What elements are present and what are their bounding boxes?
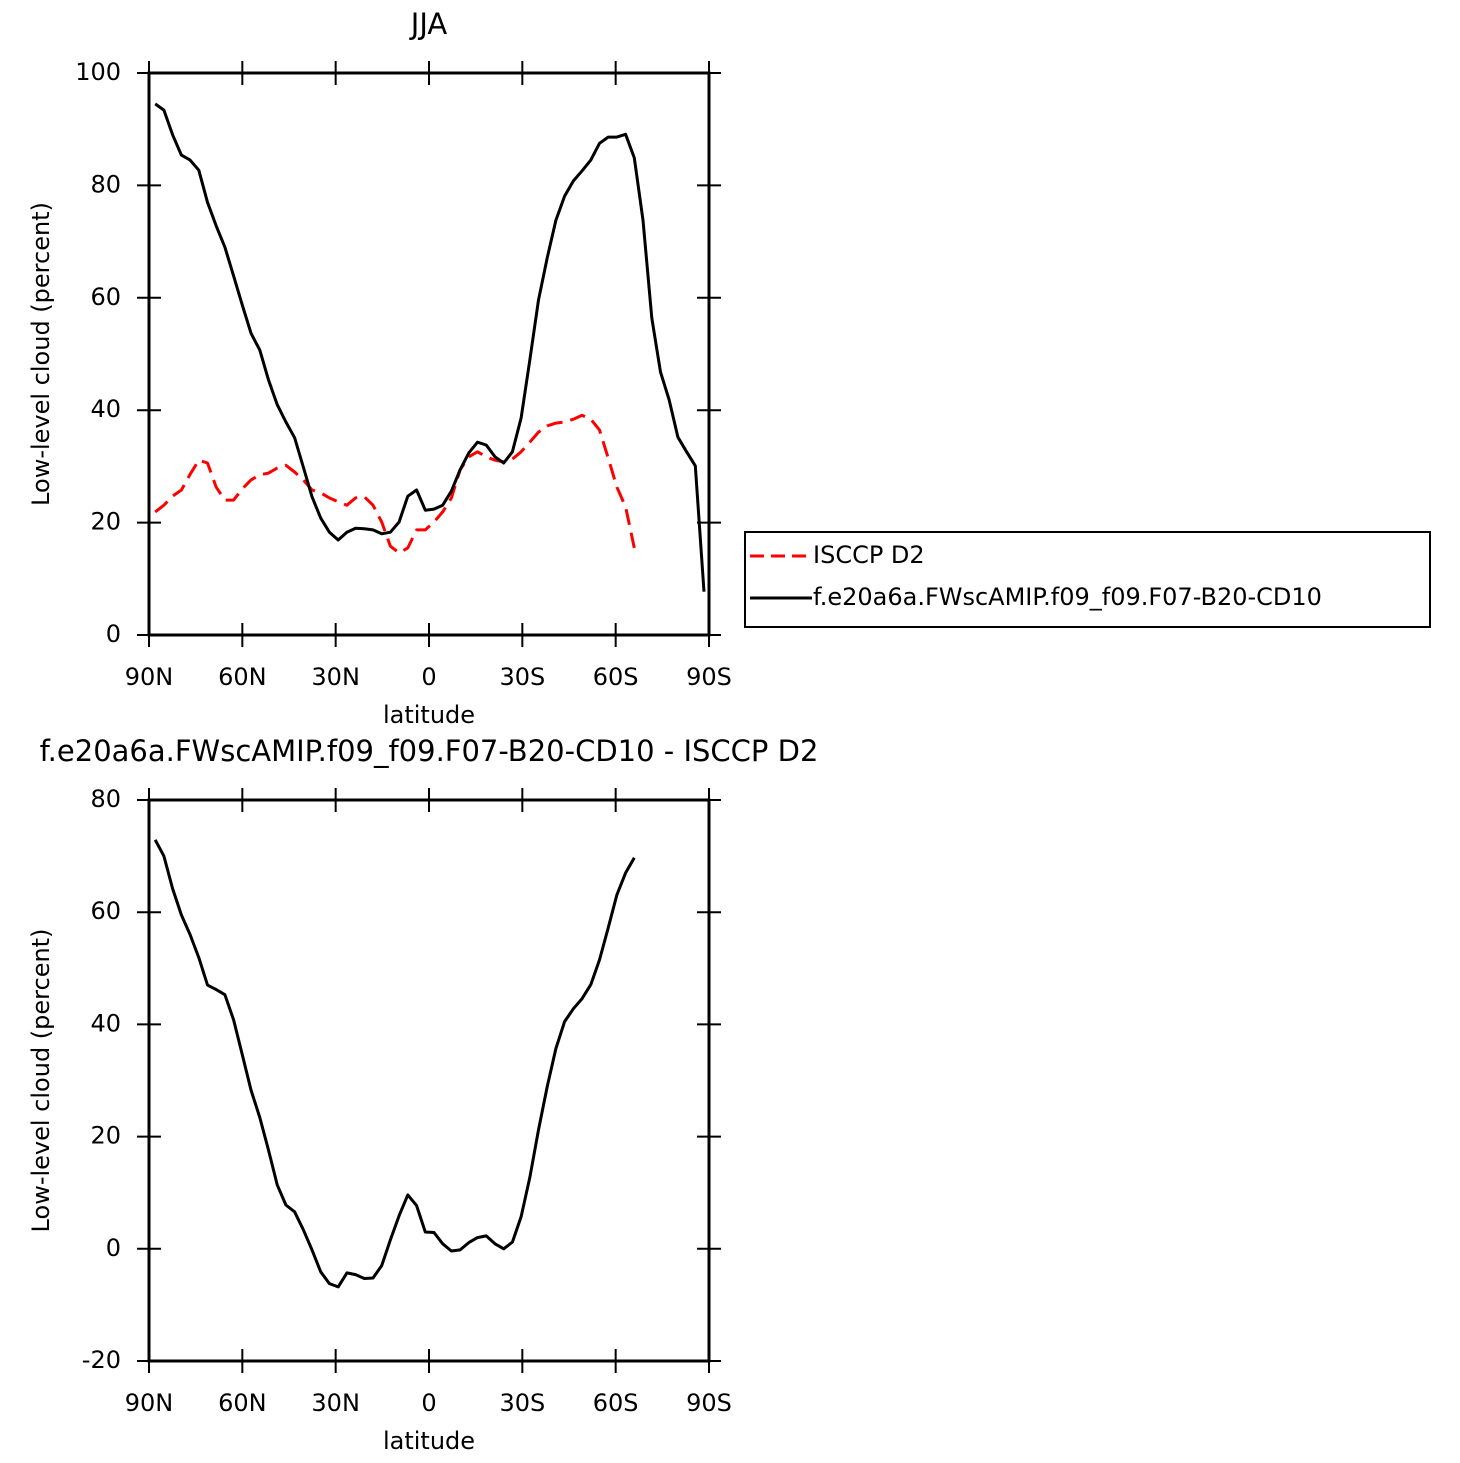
data-line xyxy=(153,839,636,1289)
x-tick-label: 30S xyxy=(499,1389,545,1417)
y-tick-label: 20 xyxy=(90,1122,121,1150)
y-axis-label: Low-level cloud (percent) xyxy=(27,929,55,1233)
y-tick-label: 0 xyxy=(106,620,121,648)
x-tick-label: 90N xyxy=(125,1389,174,1417)
y-tick-label: 60 xyxy=(90,283,121,311)
x-tick-label: 30N xyxy=(311,1389,360,1417)
x-axis-label: latitude xyxy=(383,1427,475,1455)
x-tick-label: 60S xyxy=(593,663,639,691)
x-tick-label: 30S xyxy=(499,663,545,691)
y-tick-label: 40 xyxy=(90,1009,121,1037)
y-tick-label: 60 xyxy=(90,897,121,925)
plot-frame xyxy=(147,798,711,1363)
y-tick-label: 100 xyxy=(75,58,121,86)
x-tick-label: 0 xyxy=(421,663,436,691)
plot-frame xyxy=(147,71,711,637)
chart-title: f.e20a6a.FWscAMIP.f09_f09.F07-B20-CD10 -… xyxy=(40,734,819,768)
y-tick-label: -20 xyxy=(82,1346,121,1374)
x-axis-label: latitude xyxy=(383,701,475,729)
y-tick-label: 0 xyxy=(106,1234,121,1262)
x-tick-label: 60N xyxy=(218,1389,267,1417)
x-tick-label: 60N xyxy=(218,663,267,691)
y-tick-label: 20 xyxy=(90,508,121,536)
data-line xyxy=(154,413,636,555)
x-tick-label: 30N xyxy=(311,663,360,691)
x-tick-label: 60S xyxy=(593,1389,639,1417)
x-tick-label: 90S xyxy=(686,1389,732,1417)
y-axis-label: Low-level cloud (percent) xyxy=(27,202,55,506)
data-line xyxy=(154,102,706,592)
y-tick-label: 80 xyxy=(90,170,121,198)
chart-title: JJA xyxy=(409,7,448,41)
legend-label: f.e20a6a.FWscAMIP.f09_f09.F07-B20-CD10 xyxy=(813,583,1322,611)
x-tick-label: 0 xyxy=(421,1389,436,1417)
y-tick-label: 40 xyxy=(90,395,121,423)
y-tick-label: 80 xyxy=(90,785,121,813)
legend-label: ISCCP D2 xyxy=(813,541,925,569)
x-tick-label: 90S xyxy=(686,663,732,691)
x-tick-label: 90N xyxy=(125,663,174,691)
legend-box xyxy=(744,531,1431,628)
